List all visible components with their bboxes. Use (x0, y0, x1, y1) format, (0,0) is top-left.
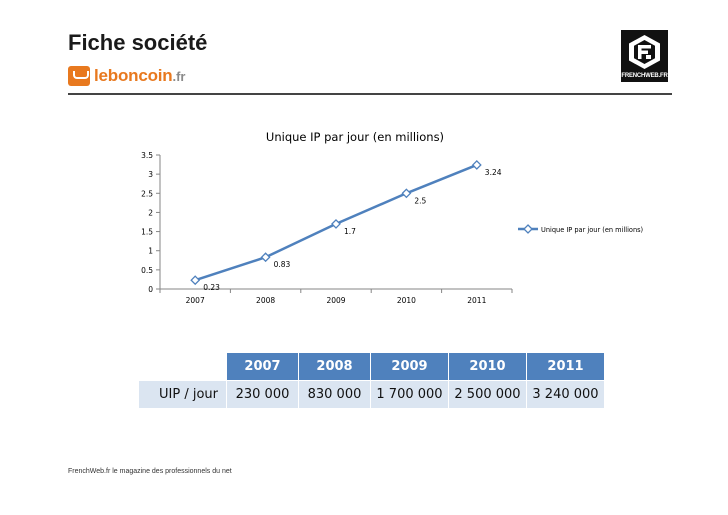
table-row-label: UIP / jour (138, 380, 227, 409)
table-header-cell: 2011 (526, 352, 605, 381)
x-tick-label: 2009 (326, 296, 345, 305)
footer-text: FrenchWeb.fr le magazine des professionn… (68, 468, 232, 475)
table-cell: 3 240 000 (526, 380, 605, 409)
legend-marker (523, 224, 533, 234)
data-point (260, 252, 271, 263)
table-header-cell: 2009 (370, 352, 449, 381)
data-point (190, 275, 201, 286)
chart-title: Unique IP par jour (en millions) (266, 130, 444, 144)
data-label: 2.5 (414, 196, 426, 205)
data-label: 0.23 (203, 283, 220, 292)
y-tick-label: 3.5 (141, 151, 153, 160)
table-cell: 230 000 (226, 380, 299, 409)
frenchweb-logo-text: FRENCHWEB.FR (621, 73, 668, 79)
table-header-cell: 2007 (226, 352, 299, 381)
x-tick-label: 2011 (467, 296, 486, 305)
table-header-row: 2007 2008 2009 2010 2011 (138, 352, 605, 381)
data-label: 1.7 (344, 227, 356, 236)
leboncoin-logo: leboncoin .fr (68, 62, 185, 90)
brand-extension: .fr (172, 68, 186, 84)
x-tick-label: 2008 (256, 296, 275, 305)
x-tick-label: 2010 (397, 296, 416, 305)
y-tick-label: 0.5 (141, 266, 153, 275)
table-cell: 830 000 (298, 380, 371, 409)
table-row: UIP / jour 230 000 830 000 1 700 000 2 5… (138, 380, 605, 409)
frenchweb-logo: FRENCHWEB.FR (621, 30, 668, 82)
data-label: 0.83 (274, 260, 291, 269)
table-cell: 1 700 000 (370, 380, 449, 409)
table-corner-cell (138, 352, 227, 381)
data-table: 2007 2008 2009 2010 2011 UIP / jour 230 … (138, 352, 605, 409)
header-divider (68, 93, 672, 95)
brand-name: leboncoin (94, 66, 173, 85)
data-point (471, 160, 482, 170)
x-tick-label: 2007 (186, 296, 205, 305)
data-point (401, 188, 412, 199)
table-header-cell: 2010 (448, 352, 527, 381)
table-cell: 2 500 000 (448, 380, 527, 409)
legend-label: Unique IP par jour (en millions) (541, 226, 643, 234)
line-chart: Unique IP par jour (en millions) 0 0.5 1 1.… (141, 130, 643, 305)
y-tick-label: 3 (148, 170, 153, 179)
page-title: Fiche société (68, 30, 208, 55)
y-tick-label: 2 (148, 208, 153, 217)
y-tick-label: 1 (148, 247, 153, 256)
y-tick-label: 0 (148, 285, 153, 294)
box-icon (68, 66, 90, 86)
data-point (331, 218, 341, 229)
y-tick-label: 1.5 (141, 228, 153, 237)
frenchweb-emblem-icon (629, 35, 660, 69)
table-header-cell: 2008 (298, 352, 371, 381)
data-label: 3.24 (485, 168, 502, 177)
y-tick-label: 2.5 (141, 189, 153, 198)
